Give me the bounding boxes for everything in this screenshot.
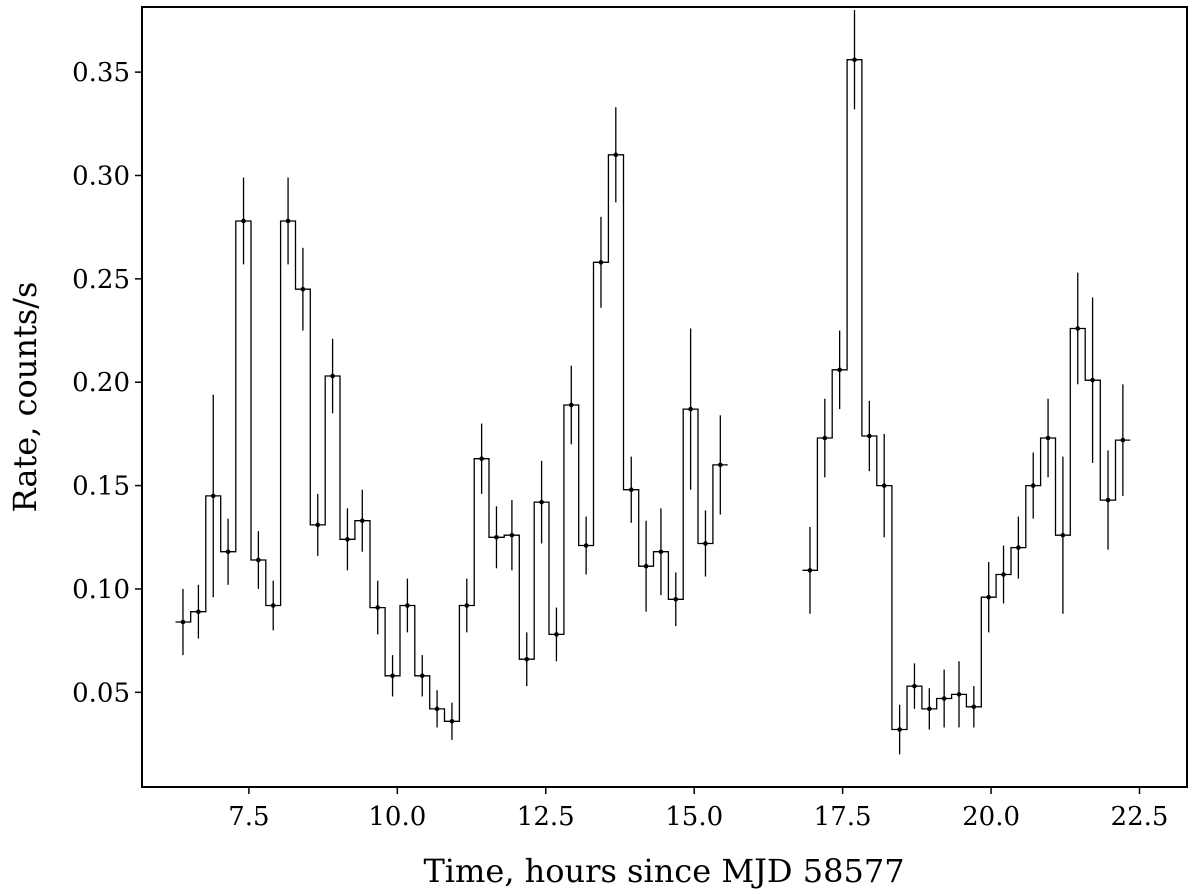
y-axis-label: Rate, counts/s xyxy=(6,282,44,513)
data-point xyxy=(807,568,813,573)
data-point xyxy=(315,522,321,528)
data-point xyxy=(867,433,872,439)
data-point xyxy=(554,632,559,637)
y-tick-label: 0.30 xyxy=(72,161,130,191)
data-point xyxy=(375,605,381,610)
step-line xyxy=(175,154,728,722)
data-point xyxy=(285,218,291,224)
data-point xyxy=(688,406,693,412)
data-point xyxy=(583,543,589,548)
data-point xyxy=(256,557,261,563)
x-tick-label: 17.5 xyxy=(814,802,872,832)
data-point xyxy=(524,656,530,662)
y-tick-label: 0.35 xyxy=(72,58,130,88)
light-curve-series xyxy=(175,10,1131,755)
data-point xyxy=(494,534,499,540)
data-point xyxy=(1105,497,1111,503)
data-point xyxy=(464,603,470,608)
data-point xyxy=(971,704,977,710)
data-point xyxy=(300,286,306,292)
data-point xyxy=(225,549,231,555)
plot-frame xyxy=(141,6,1188,788)
data-point xyxy=(419,673,425,679)
data-point xyxy=(241,218,246,224)
data-point xyxy=(196,609,201,614)
data-point xyxy=(1060,532,1066,538)
data-point xyxy=(449,718,455,724)
data-point xyxy=(1001,572,1006,577)
step-line xyxy=(802,59,1131,731)
data-point xyxy=(270,603,276,608)
data-point xyxy=(1016,545,1021,550)
data-point xyxy=(613,152,619,158)
y-tick-label: 0.05 xyxy=(72,678,130,708)
data-point xyxy=(927,706,932,712)
data-point xyxy=(479,456,484,462)
data-point xyxy=(986,594,991,600)
y-tick-label: 0.10 xyxy=(72,575,130,605)
x-tick-label: 20.0 xyxy=(962,802,1020,832)
data-point xyxy=(628,487,634,493)
data-point xyxy=(837,367,842,373)
data-point xyxy=(405,603,410,608)
x-tick-label: 22.5 xyxy=(1111,802,1169,832)
data-point xyxy=(598,260,604,265)
data-point xyxy=(434,706,440,712)
data-point xyxy=(1090,377,1095,383)
data-point xyxy=(703,541,708,546)
data-point xyxy=(1030,483,1036,488)
data-point xyxy=(718,462,723,468)
data-point xyxy=(658,549,664,555)
data-point xyxy=(509,532,515,538)
y-tick-label: 0.25 xyxy=(72,265,130,295)
data-point xyxy=(673,596,679,602)
x-tick-label: 15.0 xyxy=(665,802,723,832)
x-axis-ticks: 7.5 10.0 12.5 15.0 17.5 20.0 22.5 xyxy=(228,787,1168,832)
data-point xyxy=(1075,326,1081,331)
data-point xyxy=(210,493,216,499)
data-point xyxy=(897,727,902,732)
data-point xyxy=(330,373,335,379)
data-point xyxy=(345,537,350,542)
data-point xyxy=(1120,437,1126,443)
data-point xyxy=(881,483,887,488)
data-point xyxy=(941,696,947,701)
y-tick-label: 0.15 xyxy=(72,472,130,502)
data-point xyxy=(1045,435,1051,441)
y-axis-ticks: 0.05 0.10 0.15 0.20 0.25 0.30 0.35 xyxy=(72,58,142,708)
x-axis-label: Time, hours since MJD 58577 xyxy=(423,852,904,890)
data-point xyxy=(390,673,395,679)
data-point xyxy=(539,499,544,505)
x-tick-label: 7.5 xyxy=(228,802,269,832)
x-tick-label: 10.0 xyxy=(368,802,426,832)
data-point xyxy=(643,563,649,569)
data-point xyxy=(180,619,186,625)
data-point xyxy=(359,518,365,524)
data-point xyxy=(852,57,857,63)
x-tick-label: 12.5 xyxy=(517,802,575,832)
data-point xyxy=(912,683,917,689)
data-point xyxy=(956,692,962,697)
data-point xyxy=(822,435,828,441)
data-point xyxy=(568,402,574,408)
y-tick-label: 0.20 xyxy=(72,368,130,398)
